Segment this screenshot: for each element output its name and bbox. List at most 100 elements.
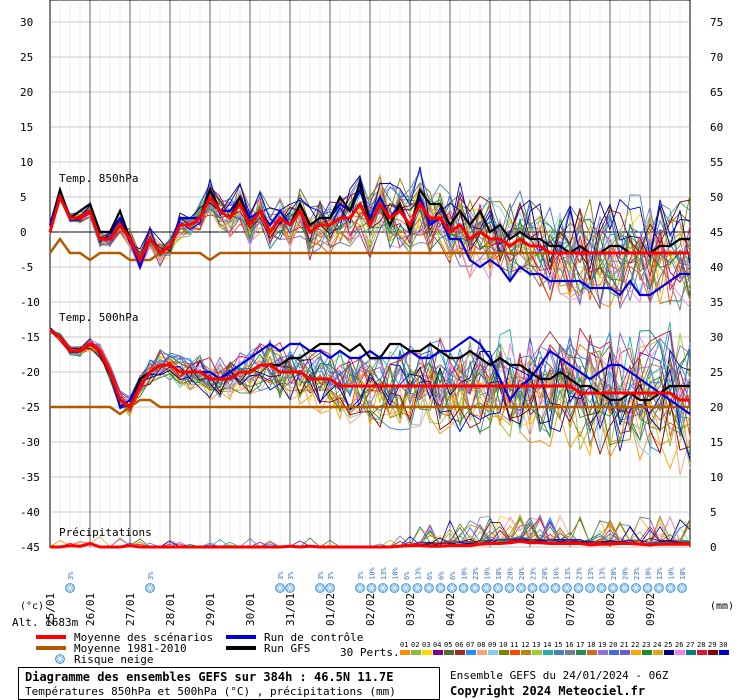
legend-label: Moyenne 1981-2010 (74, 642, 187, 655)
x-tick-label: 06/02 (524, 593, 537, 626)
member-swatch (554, 650, 564, 655)
snow-risk-pct: 10% (461, 567, 469, 580)
snowflake-arm (530, 584, 535, 592)
x-tick-label: 29/01 (204, 593, 217, 626)
footer-title: Diagramme des ensembles GEFS sur 384h : … (25, 670, 394, 684)
snowflake-arm (357, 584, 363, 592)
member-swatch (532, 650, 542, 655)
snow-risk-pct: 10% (668, 567, 676, 580)
left-tick-label: 15 (20, 121, 33, 134)
member-number: 19 (598, 641, 606, 649)
left-tick-label: -30 (20, 436, 40, 449)
member-swatch (422, 650, 432, 655)
snow-legend-label: Risque neige (74, 653, 153, 666)
snow-risk-pct: 23% (633, 567, 641, 580)
snowflake-arm (564, 584, 570, 592)
snow-risk-pct: 6% (403, 571, 411, 580)
member-swatch (587, 650, 597, 655)
perts-label: 30 Perts. (340, 646, 400, 659)
snow-risk-pct: 3% (67, 571, 75, 580)
snow-risk-pct: 13% (564, 567, 572, 580)
x-tick-label: 28/01 (164, 593, 177, 626)
member-swatch (675, 650, 685, 655)
snow-risk-pct: 13% (415, 567, 423, 580)
left-tick-label: -20 (20, 366, 40, 379)
snowflake-arm (633, 584, 639, 592)
snowflake-arm (541, 584, 547, 592)
left-tick-label: -40 (20, 506, 40, 519)
snowflake-arm (426, 584, 432, 592)
x-tick-label: 27/01 (124, 593, 137, 626)
x-tick-label: 08/02 (604, 593, 617, 626)
member-number: 13 (532, 641, 540, 649)
snow-risk-pct: 13% (380, 567, 388, 580)
member-850-line (49, 197, 691, 310)
snow-risk-pct: 3% (317, 571, 325, 580)
member-number: 27 (686, 641, 694, 649)
snowflake-arm (369, 584, 374, 592)
legend-label: Run GFS (264, 642, 310, 655)
snowflake-arm (380, 584, 386, 592)
x-tick-label: 05/02 (484, 593, 497, 626)
x-tick-label: 25/01 (44, 593, 57, 626)
clim-500-line (50, 398, 690, 416)
snowflake-arm (484, 584, 489, 592)
member-swatch (477, 650, 487, 655)
left-tick-label: 5 (20, 191, 27, 204)
snow-risk-pct: 20% (507, 567, 515, 580)
snow-risk-pct: 10% (679, 567, 687, 580)
right-tick-label: 0 (710, 541, 717, 554)
left-tick-label: 0 (20, 226, 27, 239)
member-swatch (455, 650, 465, 655)
member-swatch (499, 650, 509, 655)
member-500-line (49, 327, 691, 437)
member-500-line (49, 329, 691, 423)
member-number: 18 (587, 641, 595, 649)
right-tick-label: 65 (710, 86, 723, 99)
member-swatch (598, 650, 608, 655)
left-unit-label: (°c) (20, 601, 44, 612)
label-850hpa: Temp. 850hPa (59, 172, 138, 185)
member-swatch (653, 650, 663, 655)
member-number: 26 (675, 641, 683, 649)
snowflake-arm (656, 584, 662, 592)
label-precip: Précipitations (59, 526, 152, 539)
member-swatch (620, 650, 630, 655)
snow-risk-pct: 6% (426, 571, 434, 580)
x-tick-label: 31/01 (284, 593, 297, 626)
right-tick-label: 50 (710, 191, 723, 204)
member-swatch (708, 650, 718, 655)
right-tick-label: 30 (710, 331, 723, 344)
right-tick-label: 5 (710, 506, 717, 519)
member-swatch (576, 650, 586, 655)
member-500-line (49, 330, 691, 456)
snowflake-arm (622, 584, 627, 592)
snowflake-arm (587, 584, 593, 592)
right-tick-label: 70 (710, 51, 723, 64)
member-swatch (565, 650, 575, 655)
snow-risk-pct: 3% (357, 571, 365, 580)
member-swatch (664, 650, 674, 655)
mean-850-line (48, 192, 690, 264)
snow-risk-pct: 6% (449, 571, 457, 580)
snow-risk-pct: 3% (327, 571, 335, 580)
snow-risk-pct: 13% (656, 567, 664, 580)
member-number: 01 (400, 641, 408, 649)
member-500-line (49, 327, 691, 432)
snowflake-arm (576, 584, 581, 592)
snow-risk-pct: 20% (541, 567, 549, 580)
snowflake-arm (438, 584, 443, 592)
member-number: 29 (708, 641, 716, 649)
snowflake-arm (599, 584, 604, 592)
snow-risk-pct: 10% (369, 567, 377, 580)
snowflake-arm (461, 584, 466, 592)
snowflake-arm (495, 584, 501, 592)
member-swatch (631, 650, 641, 655)
title-box: Diagramme des ensembles GEFS sur 384h : … (18, 667, 440, 700)
snowflake-arm (147, 584, 153, 592)
member-500-line (49, 327, 691, 413)
member-swatch (719, 650, 729, 655)
snow-risk-pct: 16% (553, 567, 561, 580)
x-tick-label: 09/02 (644, 593, 657, 626)
snowflake-arm (668, 584, 673, 592)
